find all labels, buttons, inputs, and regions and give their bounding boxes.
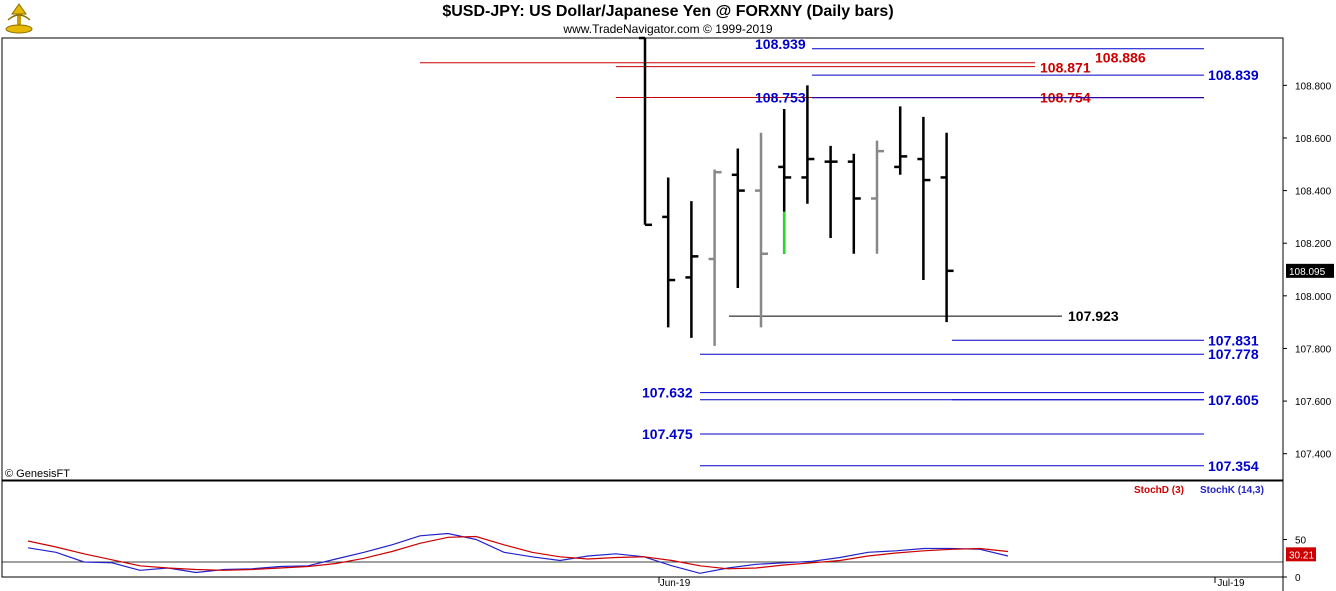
y-tick-label: 107.800 (1295, 344, 1332, 355)
ohlc-bar (639, 36, 652, 227)
stoch-y-tick-label: 0 (1295, 573, 1301, 584)
ohlc-bar (731, 148, 745, 288)
ohlc-bar (917, 116, 931, 281)
level-label: 107.923 (1068, 308, 1119, 324)
price-axis: 107.400 107.600 107.800 108.000 108.200 108.4… (1283, 81, 1334, 461)
ohlc-bar (824, 145, 838, 238)
y-tick-label: 108.000 (1295, 292, 1332, 303)
chart-subtitle: www.TradeNavigator.com © 1999-2019 (563, 22, 773, 36)
ohlc-bar (894, 106, 908, 175)
level-label: 107.831 (1208, 332, 1259, 348)
x-tick-label: Jun-19 (660, 578, 691, 589)
ohlc-bar (847, 153, 861, 254)
ohlc-bar (778, 109, 792, 254)
genesis-copyright: © GenesisFT (5, 468, 70, 480)
chart-header: $USD-JPY: US Dollar/Japanese Yen @ FORXN… (0, 0, 1336, 38)
stochastic-panel: 0 50 StochD (3) StochK (14,3) 30.21 (2, 485, 1316, 584)
last-price-box (1286, 263, 1334, 278)
ohlc-bar (662, 177, 676, 328)
y-tick-label: 107.600 (1295, 397, 1332, 408)
level-label: 107.354 (1208, 458, 1259, 474)
y-tick-label: 108.200 (1295, 239, 1332, 250)
stoch-y-tick-label: 50 (1295, 536, 1307, 547)
ohlc-bar (755, 132, 768, 328)
level-label: 108.939 (755, 36, 806, 52)
last-price-label: 108.095 (1289, 267, 1326, 278)
level-label: 107.632 (642, 385, 693, 401)
y-tick-label: 107.400 (1295, 450, 1332, 461)
level-label: 108.839 (1208, 67, 1259, 83)
price-levels: 108.939108.871108.886108.839108.754108.7… (420, 36, 1259, 474)
price-panel-border (1, 37, 1284, 481)
level-label: 107.605 (1208, 392, 1259, 408)
ohlc-bar (801, 85, 815, 204)
stoch-panel-border (1, 480, 1284, 578)
level-label: 108.871 (1040, 60, 1091, 76)
level-label: 108.886 (1095, 50, 1146, 66)
y-tick-label: 108.600 (1295, 134, 1332, 145)
stoch-series-line (27, 535, 1009, 571)
level-label: 107.475 (642, 426, 693, 442)
ohlc-bar (685, 201, 699, 338)
stoch-last-box (1286, 547, 1316, 562)
chart-title: $USD-JPY: US Dollar/Japanese Yen @ FORXN… (442, 3, 894, 20)
y-tick-label: 108.400 (1295, 187, 1332, 198)
stoch-last-label: 30.21 (1289, 550, 1314, 561)
stoch-d-legend: StochD (3) (1134, 485, 1184, 496)
stoch-k-legend: StochK (14,3) (1200, 485, 1264, 496)
level-label: 108.753 (755, 90, 806, 106)
x-tick-label: Jul-19 (1217, 578, 1245, 589)
level-label: 107.778 (1208, 346, 1259, 362)
stoch-series-line (27, 532, 1009, 574)
ohlc-bar (708, 169, 722, 346)
ohlc-bar (940, 132, 954, 323)
date-axis: Jun-19 Jul-19 (658, 577, 1245, 589)
ohlc-bar (871, 140, 884, 254)
trade-navigator-logo (4, 2, 34, 34)
y-tick-label: 108.800 (1295, 81, 1332, 92)
ohlc-bars (639, 36, 954, 346)
